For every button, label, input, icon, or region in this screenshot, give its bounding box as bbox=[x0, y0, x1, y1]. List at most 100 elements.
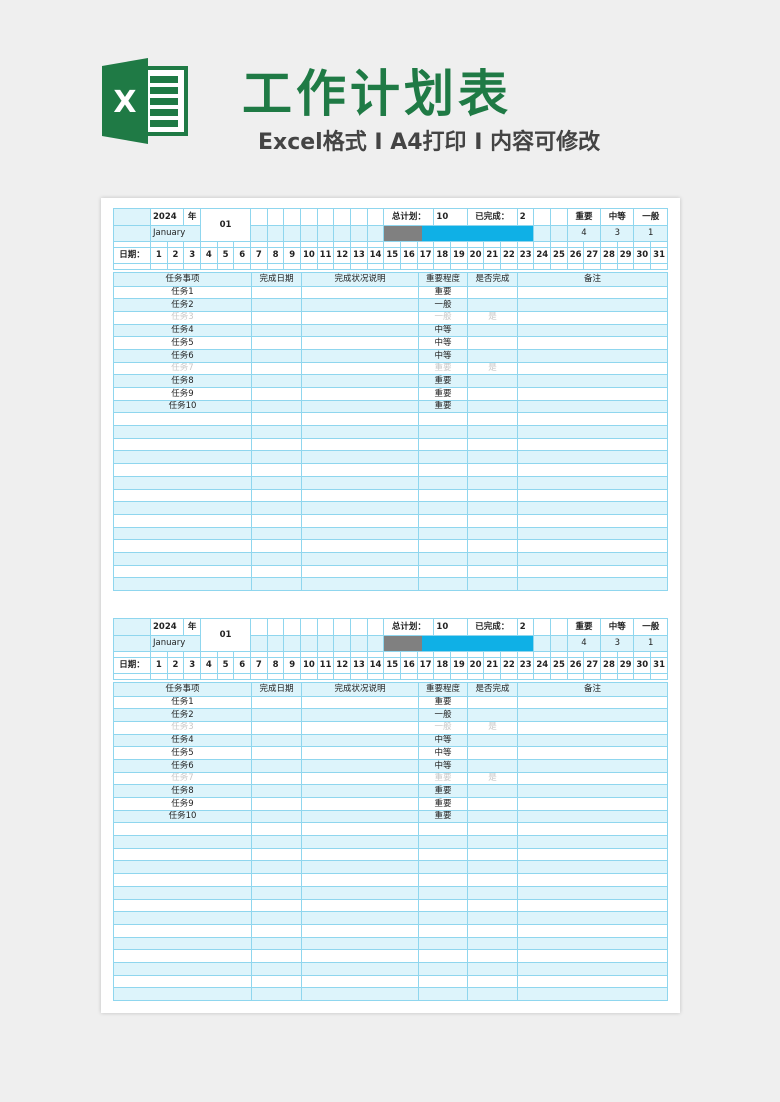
importance[interactable]: 一般 bbox=[418, 720, 468, 735]
day-cell[interactable]: 11 bbox=[316, 656, 335, 674]
is-done[interactable] bbox=[467, 323, 518, 338]
month-cell[interactable]: 01 bbox=[200, 618, 252, 652]
day-cell[interactable]: 29 bbox=[616, 246, 635, 264]
day-cell[interactable]: 1 bbox=[150, 246, 168, 264]
importance[interactable]: 重要 bbox=[418, 695, 468, 710]
completion-date[interactable] bbox=[251, 323, 302, 338]
task-name[interactable]: 任务2 bbox=[113, 708, 252, 722]
status-note[interactable] bbox=[301, 298, 419, 312]
importance[interactable]: 重要 bbox=[418, 374, 468, 388]
day-cell[interactable]: 15 bbox=[383, 656, 402, 674]
task-row[interactable] bbox=[113, 475, 668, 490]
task-row[interactable] bbox=[113, 501, 668, 515]
is-done[interactable] bbox=[467, 797, 518, 811]
is-done[interactable] bbox=[467, 298, 518, 312]
is-done[interactable] bbox=[467, 746, 518, 760]
task-row[interactable]: 任务10 重要 bbox=[113, 809, 668, 824]
importance[interactable]: 重要 bbox=[418, 387, 468, 401]
status-note[interactable] bbox=[301, 784, 419, 798]
completion-date[interactable] bbox=[251, 336, 302, 350]
day-cell[interactable]: 27 bbox=[583, 656, 602, 674]
remark[interactable] bbox=[517, 323, 668, 338]
day-cell[interactable]: 10 bbox=[300, 656, 318, 674]
day-cell[interactable]: 18 bbox=[433, 246, 452, 264]
task-name[interactable]: 任务3 bbox=[113, 310, 252, 325]
remark[interactable] bbox=[517, 336, 668, 350]
task-row[interactable] bbox=[113, 463, 668, 477]
completion-date[interactable] bbox=[251, 708, 302, 722]
completion-date[interactable] bbox=[251, 310, 302, 325]
remark[interactable] bbox=[517, 720, 668, 735]
status-note[interactable] bbox=[301, 720, 419, 735]
task-row[interactable]: 任务8 重要 bbox=[113, 374, 668, 388]
importance[interactable]: 中等 bbox=[418, 336, 468, 350]
completion-date[interactable] bbox=[251, 399, 302, 414]
day-cell[interactable]: 12 bbox=[333, 656, 352, 674]
remark[interactable] bbox=[517, 771, 668, 786]
day-cell[interactable]: 13 bbox=[350, 656, 368, 674]
task-name[interactable]: 任务6 bbox=[113, 758, 252, 773]
status-note[interactable] bbox=[301, 323, 419, 338]
importance[interactable]: 中等 bbox=[418, 348, 468, 363]
year-cell[interactable]: 2024 bbox=[149, 618, 185, 636]
day-cell[interactable]: 2 bbox=[166, 246, 185, 264]
day-cell[interactable]: 14 bbox=[366, 656, 385, 674]
task-row[interactable]: 任务10 重要 bbox=[113, 399, 668, 414]
completion-date[interactable] bbox=[251, 784, 302, 798]
task-row[interactable]: 任务1 重要 bbox=[113, 695, 668, 710]
importance[interactable]: 一般 bbox=[418, 298, 468, 312]
task-row[interactable] bbox=[113, 873, 668, 887]
day-cell[interactable]: 8 bbox=[266, 656, 285, 674]
importance[interactable]: 一般 bbox=[418, 708, 468, 722]
task-row[interactable]: 任务7 重要是 bbox=[113, 361, 668, 376]
task-row[interactable] bbox=[113, 898, 668, 913]
task-row[interactable] bbox=[113, 961, 668, 976]
task-name[interactable]: 任务2 bbox=[113, 298, 252, 312]
day-cell[interactable]: 10 bbox=[300, 246, 318, 264]
completion-date[interactable] bbox=[251, 720, 302, 735]
day-cell[interactable]: 12 bbox=[333, 246, 352, 264]
is-done[interactable] bbox=[467, 336, 518, 350]
task-row[interactable] bbox=[113, 847, 668, 862]
task-name[interactable]: 任务6 bbox=[113, 348, 252, 363]
status-note[interactable] bbox=[301, 746, 419, 760]
day-cell[interactable]: 27 bbox=[583, 246, 602, 264]
is-done[interactable] bbox=[467, 733, 518, 748]
day-cell[interactable]: 4 bbox=[200, 656, 218, 674]
task-row[interactable] bbox=[113, 412, 668, 427]
task-row[interactable]: 任务8 重要 bbox=[113, 784, 668, 798]
completion-date[interactable] bbox=[251, 746, 302, 760]
day-cell[interactable]: 6 bbox=[233, 656, 252, 674]
status-note[interactable] bbox=[301, 771, 419, 786]
task-row[interactable]: 任务2 一般 bbox=[113, 708, 668, 722]
task-row[interactable] bbox=[113, 936, 668, 951]
status-note[interactable] bbox=[301, 809, 419, 824]
completion-date[interactable] bbox=[251, 285, 302, 300]
status-note[interactable] bbox=[301, 695, 419, 710]
task-row[interactable]: 任务6 中等 bbox=[113, 758, 668, 773]
task-row[interactable]: 任务5 中等 bbox=[113, 746, 668, 760]
day-cell[interactable]: 26 bbox=[566, 246, 585, 264]
status-note[interactable] bbox=[301, 708, 419, 722]
day-cell[interactable]: 21 bbox=[483, 656, 502, 674]
status-note[interactable] bbox=[301, 348, 419, 363]
task-name[interactable]: 任务1 bbox=[113, 695, 252, 710]
task-row[interactable]: 任务7 重要是 bbox=[113, 771, 668, 786]
remark[interactable] bbox=[517, 361, 668, 376]
importance[interactable]: 重要 bbox=[418, 784, 468, 798]
task-name[interactable]: 任务4 bbox=[113, 733, 252, 748]
status-note[interactable] bbox=[301, 758, 419, 773]
completion-date[interactable] bbox=[251, 348, 302, 363]
task-row[interactable]: 任务2 一般 bbox=[113, 298, 668, 312]
remark[interactable] bbox=[517, 348, 668, 363]
day-cell[interactable]: 17 bbox=[416, 246, 435, 264]
day-cell[interactable]: 22 bbox=[500, 656, 518, 674]
importance[interactable]: 一般 bbox=[418, 310, 468, 325]
day-cell[interactable]: 15 bbox=[383, 246, 402, 264]
remark[interactable] bbox=[517, 708, 668, 722]
completion-date[interactable] bbox=[251, 695, 302, 710]
task-name[interactable]: 任务9 bbox=[113, 797, 252, 811]
day-cell[interactable]: 31 bbox=[650, 656, 668, 674]
remark[interactable] bbox=[517, 758, 668, 773]
importance[interactable]: 中等 bbox=[418, 746, 468, 760]
